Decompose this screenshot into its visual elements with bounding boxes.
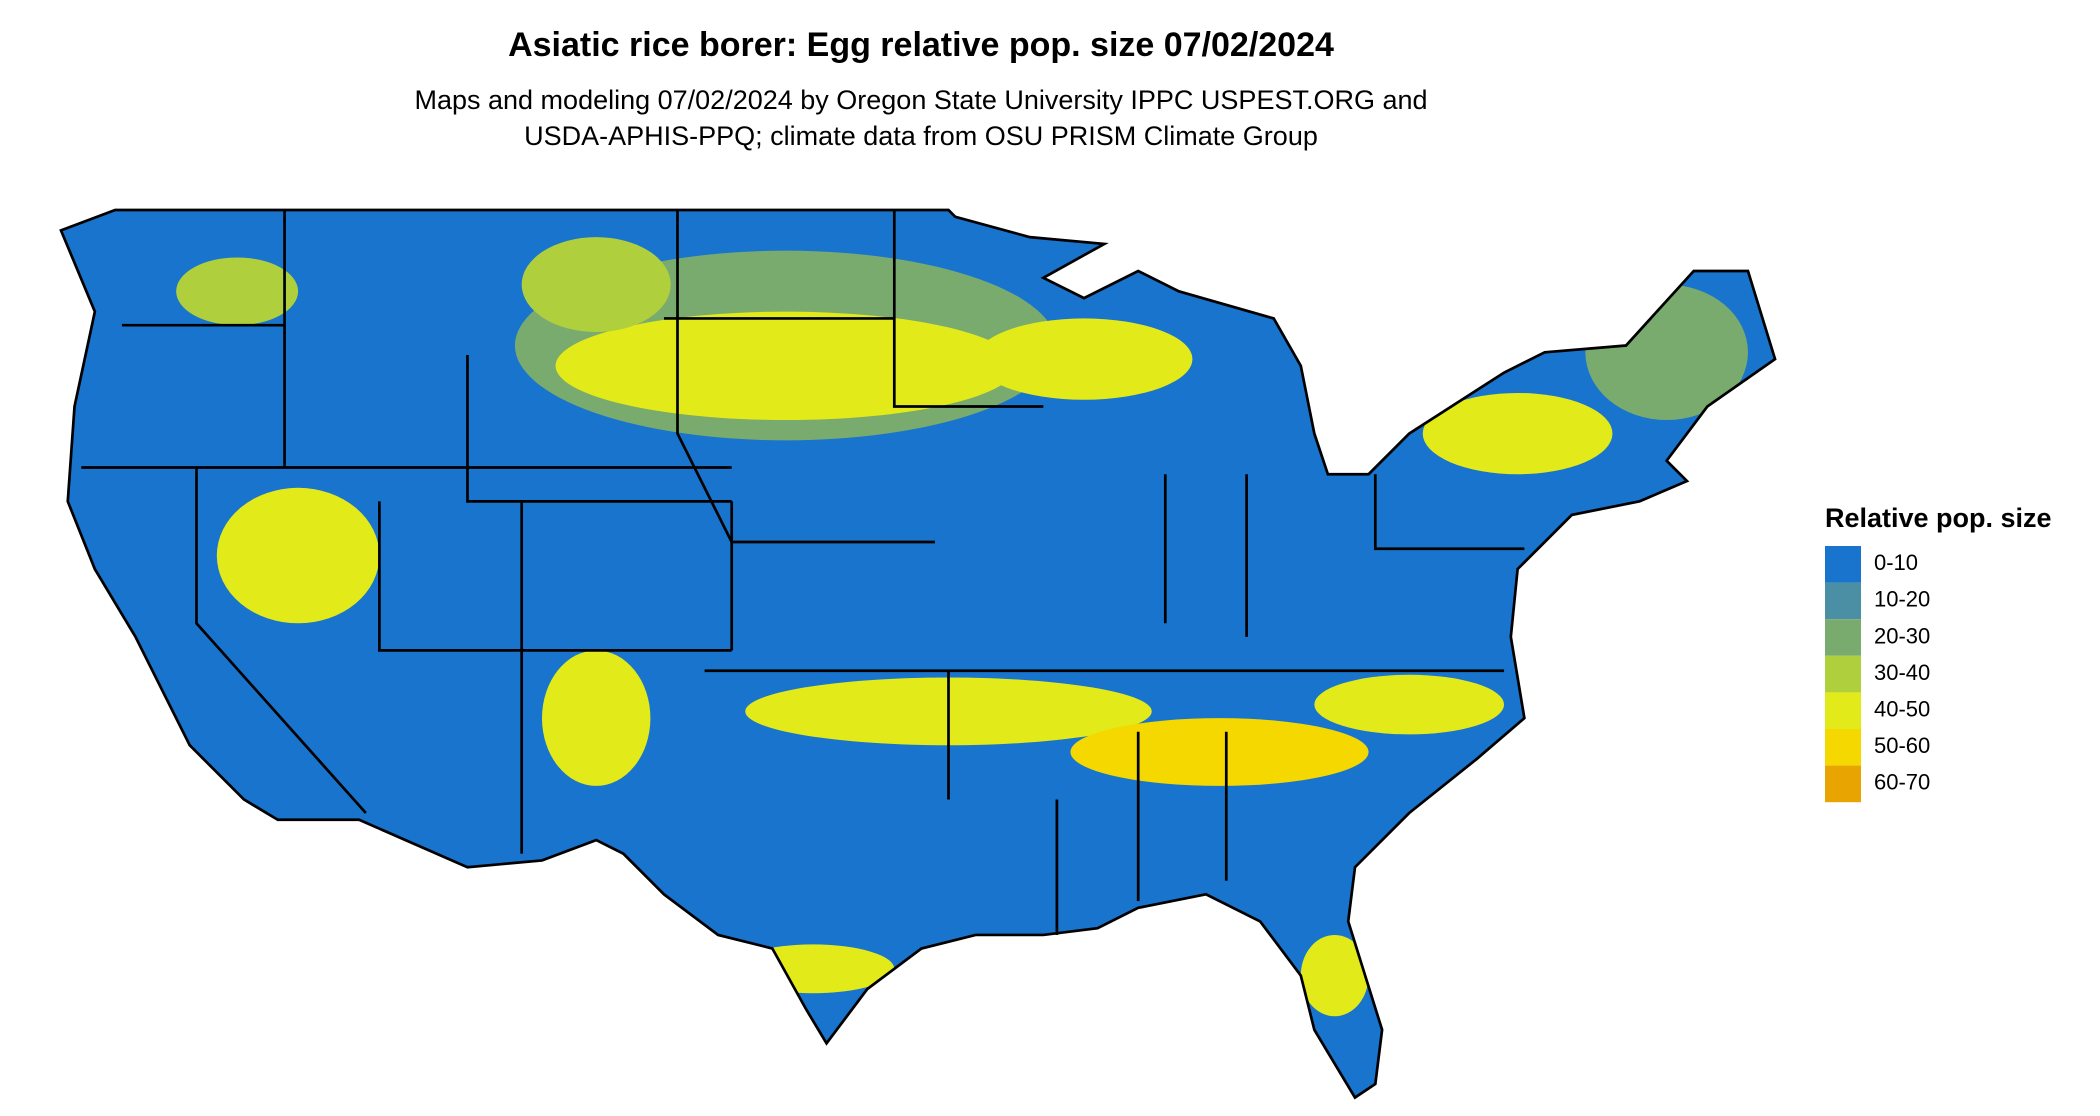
band [542,650,651,786]
legend-label: 0-10 [1874,550,1918,575]
state-lines [81,210,1525,935]
band [1585,284,1748,421]
legend-swatch [1825,765,1861,803]
subtitle: Maps and modeling 07/02/2024 by Oregon S… [414,85,1427,115]
legend-label: 50-60 [1874,733,1930,758]
legend-title: Relative pop. size [1825,503,2052,533]
band [1314,674,1505,735]
band [1070,718,1369,786]
legend-swatch [1825,692,1861,729]
legend-swatch [1825,546,1861,583]
subtitle: USDA-APHIS-PPQ; climate data from OSU PR… [524,121,1318,151]
border [59,208,1777,1100]
band [176,257,299,326]
legend-swatch [1825,729,1861,766]
legend-label: 10-20 [1874,587,1930,612]
band [1422,392,1613,475]
legend-swatch [1825,655,1861,693]
legend-label: 40-50 [1874,697,1930,722]
band [521,237,671,332]
band [216,487,380,624]
us-map [59,208,1777,1100]
land [60,210,1776,1098]
legend: 0-10 10-20 20-30 30-40 40-50 50-60 60-70 [1825,546,1930,803]
legend-label: 20-30 [1874,623,1930,648]
legend-label: 60-70 [1874,770,1930,795]
band [975,318,1193,400]
legend-label: 30-40 [1874,660,1930,685]
map-title: Asiatic rice borer: Egg relative pop. si… [508,26,1334,64]
bands [176,237,1748,1017]
band [555,311,1017,421]
legend-swatch [1825,582,1861,620]
band [1300,934,1369,1017]
legend-swatch [1825,619,1861,656]
